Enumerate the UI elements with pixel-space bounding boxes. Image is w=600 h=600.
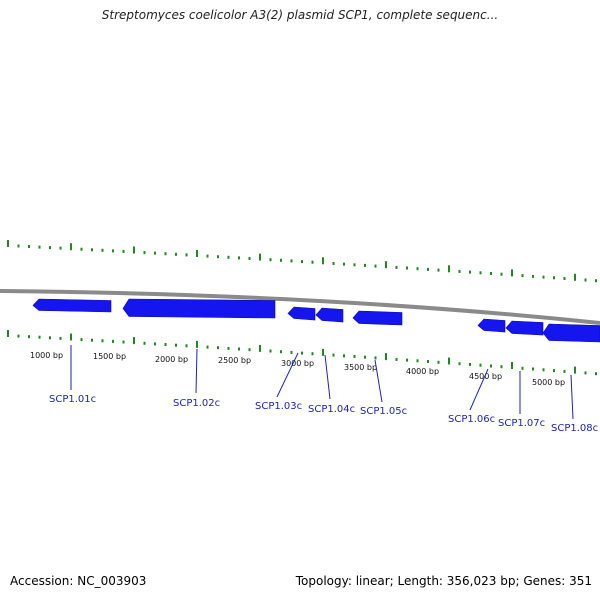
gene-label[interactable]: SCP1.07c bbox=[498, 418, 545, 429]
scale-label: 4500 bp bbox=[469, 372, 502, 381]
gene-arrow-8 bbox=[542, 323, 600, 343]
genes-value: 351 bbox=[569, 574, 592, 588]
gene-arrow-3 bbox=[287, 306, 316, 321]
sequence-backbone bbox=[0, 289, 600, 325]
gene-arrow-6 bbox=[477, 318, 506, 333]
scale-label: 2500 bp bbox=[218, 356, 251, 365]
genes-label: Genes: bbox=[523, 574, 570, 588]
length-label: Length: bbox=[397, 574, 447, 588]
topology-label: Topology: bbox=[295, 574, 356, 588]
gene-label[interactable]: SCP1.03c bbox=[255, 401, 302, 412]
gene-label[interactable]: SCP1.04c bbox=[308, 404, 355, 415]
gene-label[interactable]: SCP1.01c bbox=[49, 394, 96, 405]
scale-label: 5000 bp bbox=[532, 378, 565, 387]
outer-tick-ring bbox=[7, 240, 597, 283]
scale-label: 3500 bp bbox=[344, 363, 377, 372]
map-title: Streptomyces coelicolor A3(2) plasmid SC… bbox=[101, 8, 499, 22]
inner-tick-ring bbox=[7, 330, 597, 376]
gene-leader-line bbox=[469, 368, 489, 411]
scale-label: 4000 bp bbox=[406, 367, 439, 376]
accession-info: Accession: NC_003903 bbox=[10, 574, 146, 588]
gene-arrow-1 bbox=[32, 298, 112, 313]
gene-label-group: SCP1.01c SCP1.02c SCP1.03c SCP1.04c SCP1.05c… bbox=[49, 345, 598, 434]
gene-leader-line bbox=[195, 348, 198, 394]
gene-label[interactable]: SCP1.06c bbox=[448, 414, 495, 425]
gene-label[interactable]: SCP1.08c bbox=[551, 423, 598, 434]
gene-arrow-2 bbox=[122, 298, 276, 319]
gene-leader-line bbox=[374, 359, 383, 403]
length-value: 356,023 bp bbox=[446, 574, 516, 588]
topology-value: linear bbox=[355, 574, 390, 588]
gene-arrow-5 bbox=[352, 310, 403, 326]
scale-label: 2000 bp bbox=[155, 355, 188, 364]
accession-prefix: Accession: bbox=[10, 574, 78, 588]
sequence-summary: Topology: linear; Length: 356,023 bp; Ge… bbox=[296, 574, 592, 588]
gene-label[interactable]: SCP1.02c bbox=[173, 398, 220, 409]
gene-leader-line bbox=[570, 374, 574, 420]
scale-labels: 1000 bp 1500 bp 2000 bp 2500 bp 3000 bp 3500 … bbox=[30, 351, 565, 387]
gene-arrow-7 bbox=[505, 320, 544, 336]
gene-leader-line bbox=[324, 354, 331, 400]
gene-label[interactable]: SCP1.05c bbox=[360, 406, 407, 417]
gene-features bbox=[32, 298, 600, 343]
scale-label: 1000 bp bbox=[30, 351, 63, 360]
scale-label: 1500 bp bbox=[93, 352, 126, 361]
separator-1: ; bbox=[389, 574, 398, 588]
gene-arrow-4 bbox=[315, 307, 344, 323]
separator-2: ; bbox=[515, 574, 524, 588]
accession-value: NC_003903 bbox=[77, 574, 147, 588]
scale-label: 3000 bp bbox=[281, 359, 314, 368]
gene-leader-line bbox=[276, 352, 299, 398]
